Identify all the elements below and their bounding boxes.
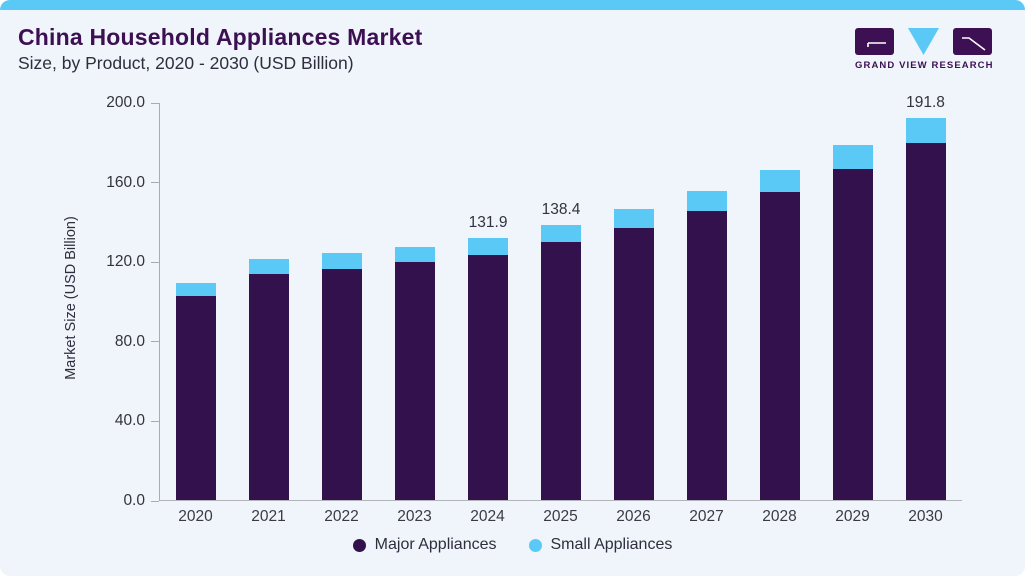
bar-segment-major-appliances — [249, 273, 290, 500]
x-tick-label: 2020 — [178, 508, 213, 525]
page-subtitle: Size, by Product, 2020 - 2030 (USD Billi… — [18, 53, 354, 73]
bar-segment-small-appliances — [832, 145, 873, 170]
y-tick: 0.0 — [123, 492, 159, 510]
y-tick-mark — [151, 261, 159, 263]
bar-total-label: 138.4 — [541, 200, 581, 218]
logo-v-icon — [908, 28, 939, 55]
bar-segment-small-appliances — [395, 246, 436, 262]
bar-group-2029 — [816, 145, 889, 500]
bar-segment-small-appliances — [540, 224, 581, 242]
y-tick: 80.0 — [115, 333, 159, 351]
y-tick-mark — [151, 420, 159, 422]
x-tick-label: 2024 — [470, 508, 505, 525]
x-tick-label: 2025 — [543, 508, 578, 525]
bar-segment-small-appliances — [905, 118, 946, 143]
y-tick-label: 200.0 — [106, 94, 145, 111]
legend-label: Small Appliances — [550, 536, 673, 553]
bar-segment-small-appliances — [322, 252, 363, 269]
legend-dot-icon — [528, 538, 542, 552]
legend-label: Major Appliances — [374, 536, 497, 553]
bar-segment-major-appliances — [468, 254, 509, 500]
bar-group-2028 — [743, 169, 816, 500]
logo-marks — [855, 28, 992, 55]
bar-total-label: 191.8 — [906, 94, 945, 112]
legend-item-major-appliances: Major Appliances — [352, 536, 497, 554]
plot-area: 131.9 138.4 191.8 — [159, 94, 962, 501]
logo-r-icon — [953, 28, 992, 55]
bar-segment-small-appliances — [176, 282, 217, 297]
bar-stack — [613, 209, 654, 500]
bar-group-2022 — [306, 252, 379, 500]
bar-group-2026 — [597, 209, 670, 500]
bar-stack — [249, 259, 290, 500]
bar-segment-major-appliances — [686, 211, 727, 500]
bar-segment-small-appliances — [468, 237, 509, 255]
bar-stack — [686, 190, 727, 500]
grand-view-research-logo: GRAND VIEW RESEARCH — [855, 28, 994, 71]
y-tick: 160.0 — [106, 174, 159, 192]
legend-item-small-appliances: Small Appliances — [528, 536, 673, 554]
bar-segment-major-appliances — [395, 261, 436, 500]
bar-segment-major-appliances — [613, 228, 654, 500]
y-tick-label: 120.0 — [106, 253, 145, 271]
y-tick-mark — [151, 182, 159, 184]
page-title: China Household Appliances Market — [18, 24, 423, 50]
bar-segment-major-appliances — [322, 268, 363, 500]
y-tick-label: 160.0 — [106, 173, 145, 191]
bar-segment-major-appliances — [176, 296, 217, 500]
legend: Major Appliances Small Appliances — [0, 536, 1025, 554]
x-tick-label: 2027 — [689, 508, 724, 525]
bar-stack — [540, 224, 581, 500]
bar-segment-major-appliances — [540, 241, 581, 500]
legend-dot-icon — [352, 538, 366, 552]
bar-stack — [832, 145, 873, 500]
bar-segment-small-appliances — [613, 209, 654, 229]
x-tick-label: 2029 — [835, 508, 870, 525]
bar-segment-major-appliances — [905, 143, 946, 500]
bar-stack — [468, 237, 509, 500]
header: China Household Appliances Market Size, … — [18, 24, 422, 73]
x-tick-label: 2030 — [908, 508, 943, 525]
bar-group-2020 — [160, 282, 233, 500]
x-tick-label: 2028 — [762, 508, 797, 525]
bar-group-2024: 131.9 — [452, 214, 525, 500]
bar-stack — [759, 169, 800, 500]
bar-segment-major-appliances — [832, 169, 873, 500]
logo-g-icon — [855, 28, 894, 55]
bar-segment-small-appliances — [759, 169, 800, 192]
bar-group-2025: 138.4 — [525, 201, 598, 500]
y-tick: 120.0 — [106, 253, 159, 271]
x-tick-label: 2021 — [251, 508, 286, 525]
x-axis-labels: 2020 2021 2022 2023 2024 2025 2026 2027 2028 2029… — [159, 508, 962, 526]
y-tick: 40.0 — [115, 412, 159, 430]
bar-segment-small-appliances — [686, 190, 727, 212]
bar-stack — [905, 118, 946, 500]
x-tick-label: 2026 — [616, 508, 651, 525]
logo-text: GRAND VIEW RESEARCH — [855, 60, 994, 71]
y-tick-label: 80.0 — [114, 332, 145, 350]
y-tick-label: 40.0 — [114, 412, 145, 430]
y-tick: 200.0 — [106, 94, 159, 112]
x-tick-label: 2022 — [324, 508, 359, 525]
bar-stack — [176, 282, 217, 500]
bar-segment-small-appliances — [249, 259, 290, 274]
bar-total-label: 131.9 — [468, 213, 508, 231]
bar-group-2023 — [379, 246, 452, 500]
bar-segment-major-appliances — [759, 191, 800, 500]
y-tick-mark — [151, 341, 159, 343]
bar-group-2030: 191.8 — [889, 94, 962, 500]
bar-stack — [395, 246, 436, 500]
x-tick-label: 2023 — [397, 508, 432, 525]
y-tick-label: 0.0 — [123, 492, 145, 509]
bar-group-2021 — [233, 259, 306, 500]
y-axis-ticks: 0.0 40.0 80.0 120.0 160.0 200.0 — [60, 94, 159, 509]
y-tick-mark — [151, 500, 159, 502]
top-accent-bar — [0, 0, 1025, 10]
bar-stack — [322, 252, 363, 500]
bars-row: 131.9 138.4 191.8 — [160, 94, 962, 500]
bar-group-2027 — [670, 190, 743, 500]
y-tick-mark — [151, 102, 159, 104]
